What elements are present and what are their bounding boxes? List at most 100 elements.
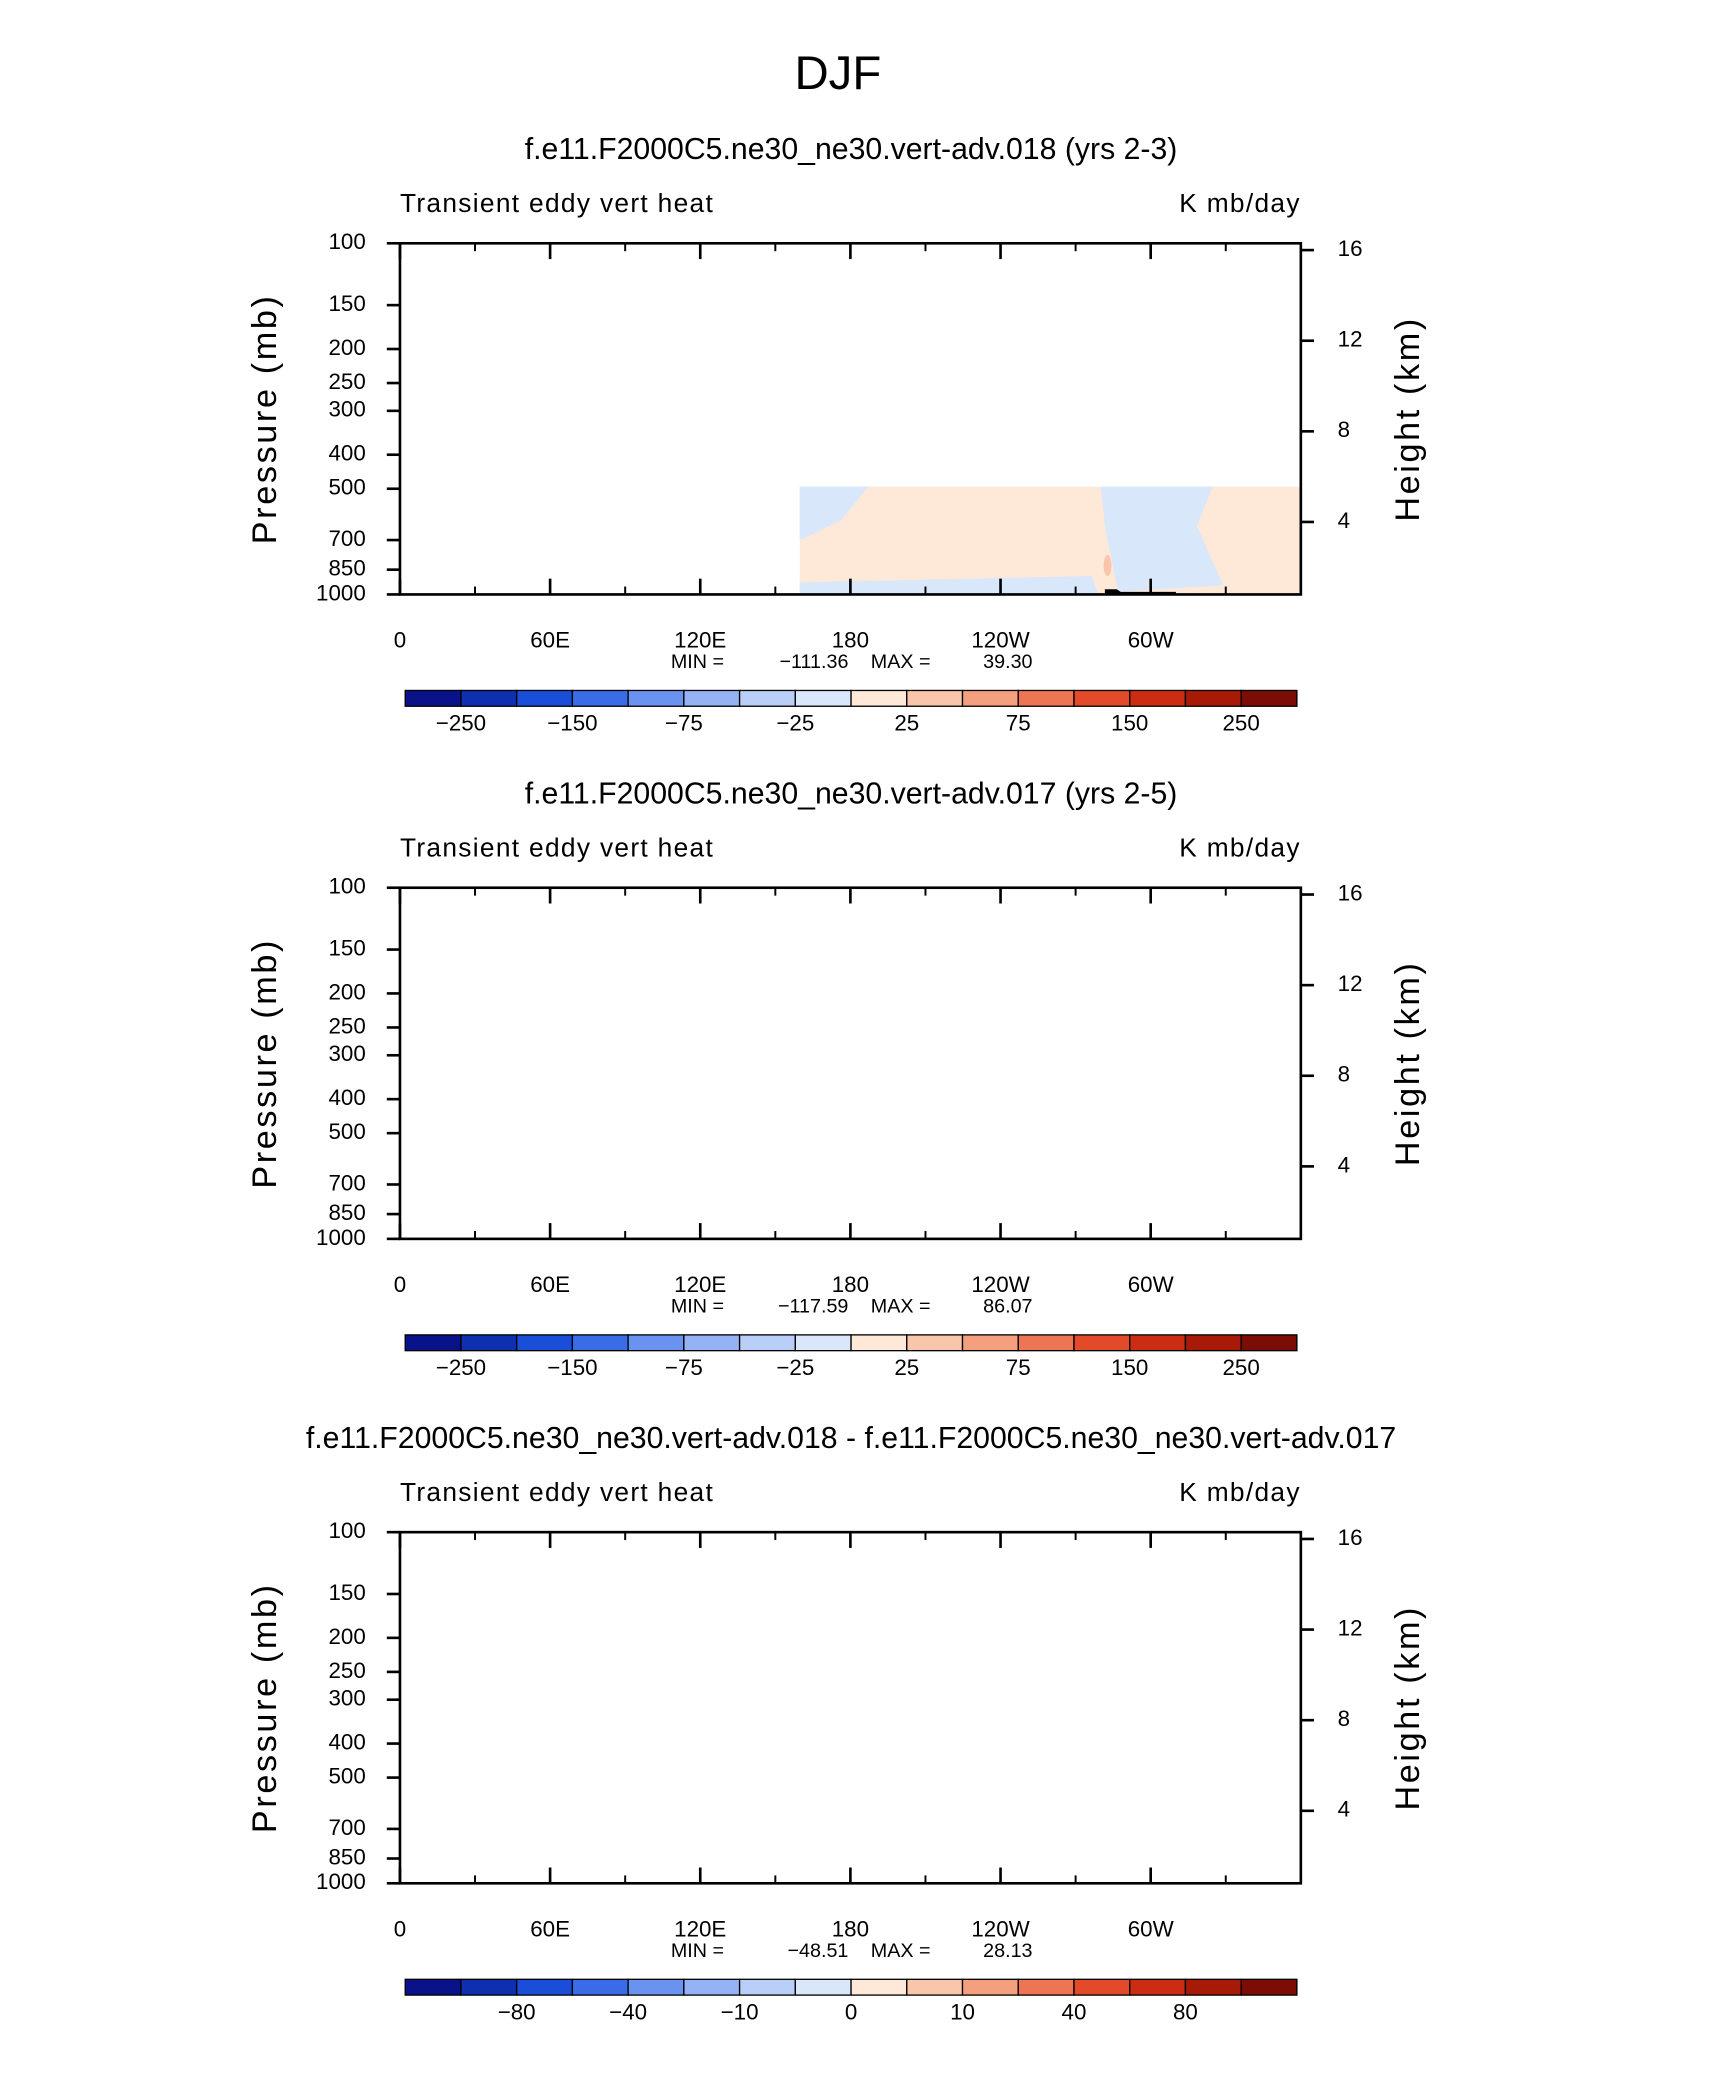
contour-region	[1176, 1670, 1189, 1723]
y-tick-label: 300	[328, 1686, 365, 1711]
contour-field	[400, 888, 1301, 1239]
x-tick-label: 60E	[530, 1272, 570, 1297]
x-tick-label: 180	[832, 628, 869, 653]
contour-region	[1106, 1194, 1114, 1226]
x-tick-label: 60E	[530, 1917, 570, 1942]
contour-region	[534, 1019, 581, 1066]
colorbar-box	[460, 1334, 518, 1352]
colorbar-label: −40	[609, 1999, 647, 2024]
y2-tick-label: 4	[1338, 1152, 1350, 1177]
stats-value: 28.13	[983, 1940, 1032, 1962]
contour-region	[1105, 1111, 1110, 1164]
contour-region	[1103, 554, 1112, 577]
contour-region	[693, 1006, 725, 1072]
colorbar-box	[627, 689, 685, 707]
x-tick-label: 120E	[674, 1272, 726, 1297]
contour-region	[518, 1728, 544, 1770]
y-tick-label: 100	[328, 1518, 365, 1543]
y-tick-label: 250	[328, 1658, 365, 1683]
colorbar-label: −25	[776, 1355, 814, 1380]
colorbar-label: 25	[894, 1355, 919, 1380]
contour-region	[965, 1144, 1025, 1177]
y-axis-label: Pressure (mb)	[246, 938, 284, 1189]
colorbar-box	[906, 1334, 964, 1352]
stats-value: −111.36	[780, 651, 849, 673]
contour-region	[445, 368, 471, 407]
x-tick-label: 180	[832, 1917, 869, 1942]
colorbar-label: 150	[1111, 1355, 1148, 1380]
contour-region	[400, 1585, 479, 1822]
colorbar-label: 75	[1006, 1355, 1031, 1380]
colorbar-label: 150	[1111, 711, 1148, 736]
x-tick-label: 180	[832, 1272, 869, 1297]
y2-tick-label: 16	[1338, 236, 1363, 261]
colorbar-label: 75	[1006, 711, 1031, 736]
y-tick-label: 1000	[316, 1869, 366, 1894]
colorbar-box	[1184, 1334, 1242, 1352]
contour-region	[1184, 1022, 1216, 1075]
contour-region	[551, 1151, 788, 1190]
contour-region	[823, 1837, 839, 1858]
colorbar-box	[1184, 1978, 1242, 1996]
contour-region	[755, 1014, 808, 1072]
right-label: K mb/day	[1179, 1477, 1301, 1507]
colorbar-box	[571, 1978, 629, 1996]
colorbar-box	[850, 689, 908, 707]
stats-name: MIN =	[671, 651, 724, 673]
contour-region	[445, 1714, 461, 1746]
colorbar-label: 25	[894, 711, 919, 736]
y-tick-label: 850	[328, 1200, 365, 1225]
colorbar-box	[850, 1978, 908, 1996]
contour-region	[479, 1802, 505, 1868]
colorbar-label: −10	[721, 1999, 759, 2024]
contour-background	[400, 1532, 1301, 1883]
panel: f.e11.F2000C5.ne30_ne30.vert-adv.018 (yr…	[246, 133, 1427, 735]
colorbar-box	[1184, 689, 1242, 707]
colorbar-box	[1073, 1978, 1131, 1996]
colorbar-box	[627, 1978, 685, 1996]
y-tick-label: 400	[328, 441, 365, 466]
contour-region	[689, 1716, 715, 1874]
y-tick-label: 100	[328, 229, 365, 254]
contour-region	[1192, 1829, 1213, 1866]
colorbar-label: −150	[547, 1355, 597, 1380]
contour-field	[445, 335, 1301, 595]
contour-region	[768, 1585, 821, 1795]
colorbar-box	[571, 689, 629, 707]
contour-region	[1111, 1651, 1148, 1756]
x-tick-label: 120W	[971, 1272, 1030, 1297]
colorbar-box	[460, 689, 518, 707]
colorbar-label: 250	[1223, 1355, 1260, 1380]
contour-background	[400, 888, 1301, 1239]
colorbar-box	[404, 1334, 462, 1352]
stats-value: 39.30	[983, 651, 1032, 673]
contour-region	[518, 1819, 544, 1851]
x-tick-label: 0	[394, 1272, 406, 1297]
y-tick-label: 1000	[316, 580, 366, 605]
y2-tick-label: 4	[1338, 508, 1350, 533]
colorbar-label: 0	[845, 1999, 857, 2024]
contour-region	[799, 486, 869, 540]
x-tick-label: 0	[394, 628, 406, 653]
contour-region	[529, 375, 561, 414]
colorbar-box	[1017, 1334, 1075, 1352]
y-tick-label: 500	[328, 1764, 365, 1789]
contour-region	[1227, 1673, 1243, 1720]
colorbar-label: 80	[1173, 1999, 1198, 2024]
left-label: Transient eddy vert heat	[400, 1477, 714, 1507]
colorbar-box	[1017, 1978, 1075, 1996]
contour-region	[1100, 486, 1224, 592]
y-axis-label: Pressure (mb)	[246, 293, 284, 544]
y-tick-label: 700	[328, 526, 365, 551]
y-tick-label: 850	[328, 556, 365, 581]
x-tick-label: 60W	[1128, 628, 1175, 653]
y-tick-label: 300	[328, 1041, 365, 1066]
colorbar-box	[794, 1334, 852, 1352]
contour-region	[683, 335, 828, 480]
contour-region	[641, 1017, 673, 1049]
y2-axis-label: Height (km)	[1389, 960, 1427, 1166]
y-tick-label: 400	[328, 1085, 365, 1110]
colorbar-label: −80	[498, 1999, 536, 2024]
y-tick-label: 200	[328, 979, 365, 1004]
contour-field	[397, 1532, 1301, 1883]
